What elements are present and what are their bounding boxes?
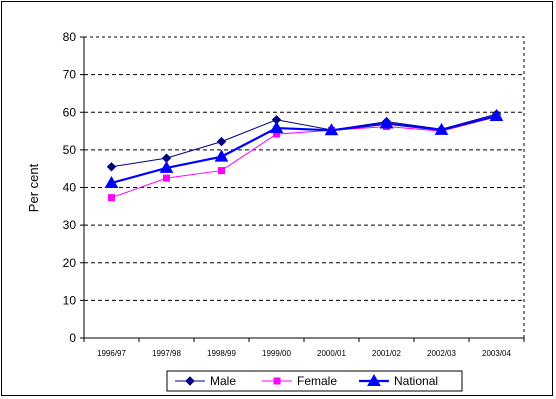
data-point-square: [218, 167, 225, 175]
x-tick-label: 1996/97: [97, 349, 126, 358]
y-tick-label: 50: [63, 143, 77, 157]
data-point-triangle: [269, 121, 284, 134]
data-point-square: [163, 174, 170, 182]
legend-entry-national: National: [359, 373, 438, 388]
series-national: [104, 109, 504, 188]
y-axis-title: Per cent: [26, 163, 41, 212]
data-point-triangle: [379, 116, 394, 129]
x-tick-label: 2000/01: [317, 349, 346, 358]
data-point-triangle: [434, 122, 449, 135]
data-point-triangle: [367, 373, 381, 386]
x-tick-label: 1997/98: [152, 349, 181, 358]
y-tick-label: 40: [63, 181, 77, 195]
data-point-square: [108, 194, 115, 202]
series-line-female: [111, 116, 497, 199]
data-point-square: [273, 377, 281, 385]
x-tick-label: 2003/04: [482, 349, 511, 358]
legend-entry-female: Female: [262, 374, 337, 388]
data-point-triangle: [214, 149, 229, 162]
y-tick-label: 0: [69, 331, 76, 345]
data-point-triangle: [489, 109, 504, 122]
series-line-national: [111, 114, 497, 185]
y-tick-label: 10: [63, 293, 77, 307]
x-tick-label: 2001/02: [372, 349, 401, 358]
x-tick-label: 1998/99: [207, 349, 236, 358]
legend-box: [166, 370, 463, 392]
legend-label: National: [394, 374, 438, 388]
legend-label: Male: [210, 374, 236, 388]
series-lines: [104, 109, 504, 202]
data-point-triangle: [324, 123, 339, 136]
data-point-square: [273, 130, 280, 138]
axes: 0 10 20 30 40 50 60 70 80 1996/97 1997/98 1998/99 19…: [63, 30, 525, 358]
y-tick-label: 30: [63, 218, 77, 232]
gridlines: [83, 36, 525, 339]
data-point-diamond: [106, 162, 117, 172]
y-tick-label: 80: [63, 30, 77, 44]
x-tick-label: 1999/00: [262, 349, 291, 358]
y-tick-label: 70: [63, 68, 77, 82]
data-point-diamond: [185, 376, 195, 386]
y-tick-label: 20: [63, 256, 77, 270]
data-point-triangle: [159, 160, 174, 173]
y-tick-label: 60: [63, 105, 77, 119]
legend-label: Female: [297, 374, 337, 388]
data-point-diamond: [216, 136, 227, 147]
legend: Male Female National: [166, 370, 463, 392]
legend-entry-male: Male: [175, 374, 236, 388]
x-tick-label: 2002/03: [427, 349, 456, 358]
data-point-triangle: [104, 175, 119, 188]
